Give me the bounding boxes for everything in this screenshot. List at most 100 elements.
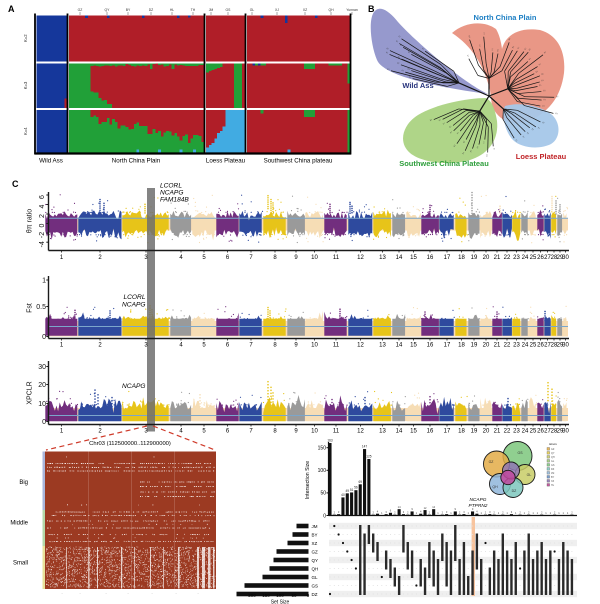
svg-text:Yunnan: Yunnan bbox=[346, 8, 358, 12]
svg-text:25: 25 bbox=[530, 343, 537, 349]
svg-text:·: · bbox=[175, 591, 176, 596]
svg-text:17: 17 bbox=[444, 255, 451, 261]
svg-text:1: 1 bbox=[563, 511, 565, 515]
svg-text:BY: BY bbox=[312, 532, 318, 537]
svg-text:ll l: ll l bbox=[466, 55, 469, 58]
svg-text:NCAPG: NCAPG bbox=[160, 190, 183, 197]
svg-text:Loess Plateau: Loess Plateau bbox=[206, 158, 246, 165]
svg-text:11: 11 bbox=[333, 255, 340, 261]
svg-text:1: 1 bbox=[381, 511, 383, 515]
svg-text:0: 0 bbox=[307, 593, 310, 598]
svg-text:1: 1 bbox=[545, 511, 547, 515]
svg-text:200: 200 bbox=[248, 593, 256, 598]
svg-text:1: 1 bbox=[42, 277, 46, 284]
svg-text:QH: QH bbox=[551, 456, 555, 459]
svg-text:2: 2 bbox=[493, 510, 495, 514]
svg-text:9: 9 bbox=[294, 255, 298, 261]
svg-text:14: 14 bbox=[396, 255, 403, 261]
svg-text:ll l: ll l bbox=[537, 127, 540, 130]
svg-text:·: · bbox=[61, 591, 62, 596]
svg-text:DZ: DZ bbox=[551, 468, 555, 471]
svg-text:ll l: ll l bbox=[421, 48, 424, 51]
svg-text:3: 3 bbox=[446, 510, 448, 514]
svg-text:ll l: ll l bbox=[531, 128, 534, 131]
svg-text:4: 4 bbox=[377, 509, 379, 513]
svg-text:ll l: ll l bbox=[409, 77, 412, 79]
svg-text:·: · bbox=[151, 591, 152, 596]
svg-text:K=2: K=2 bbox=[23, 34, 28, 42]
svg-text:ll l: ll l bbox=[539, 63, 542, 66]
svg-text:16: 16 bbox=[427, 343, 434, 349]
svg-text:1: 1 bbox=[60, 343, 64, 349]
svg-text:150: 150 bbox=[262, 593, 270, 598]
svg-text:2: 2 bbox=[98, 343, 102, 349]
svg-text:QY: QY bbox=[105, 8, 111, 12]
svg-text:17: 17 bbox=[444, 429, 451, 435]
svg-text:ll l: ll l bbox=[387, 69, 390, 72]
svg-text:16: 16 bbox=[427, 255, 434, 261]
svg-text:ll l: ll l bbox=[439, 119, 442, 122]
svg-text:1: 1 bbox=[515, 511, 517, 515]
svg-text:1: 1 bbox=[480, 511, 482, 515]
svg-text:ll l: ll l bbox=[529, 58, 532, 61]
svg-text:1: 1 bbox=[567, 511, 569, 515]
svg-text:GS: GS bbox=[551, 464, 555, 467]
svg-text:2: 2 bbox=[39, 214, 46, 218]
svg-text:Southwest China plateau: Southwest China plateau bbox=[264, 158, 333, 165]
svg-text:26: 26 bbox=[537, 429, 544, 435]
svg-text:ll l: ll l bbox=[457, 132, 460, 135]
svg-text:ll l: ll l bbox=[478, 45, 480, 48]
svg-text:3: 3 bbox=[489, 510, 491, 514]
svg-text:29: 29 bbox=[557, 429, 564, 435]
svg-text:20: 20 bbox=[38, 382, 46, 389]
svg-text:ll l: ll l bbox=[544, 99, 547, 101]
svg-text:ll l: ll l bbox=[512, 46, 515, 49]
svg-text:·: · bbox=[197, 591, 198, 596]
svg-text:22: 22 bbox=[504, 343, 511, 349]
svg-text:ll l: ll l bbox=[401, 70, 404, 73]
svg-text:GS: GS bbox=[517, 451, 523, 455]
svg-text:HL: HL bbox=[170, 8, 174, 12]
svg-text:1: 1 bbox=[450, 511, 452, 515]
svg-text:2: 2 bbox=[334, 510, 336, 514]
svg-text:ll l: ll l bbox=[529, 48, 532, 51]
svg-text:18: 18 bbox=[458, 429, 465, 435]
svg-text:23: 23 bbox=[513, 255, 520, 261]
svg-text:5: 5 bbox=[202, 255, 206, 261]
svg-text:2: 2 bbox=[528, 510, 530, 514]
svg-text:2: 2 bbox=[502, 510, 504, 514]
svg-text:2: 2 bbox=[571, 510, 573, 514]
svg-text:ll l: ll l bbox=[463, 152, 466, 155]
svg-text:GZ: GZ bbox=[78, 8, 83, 12]
svg-text:1: 1 bbox=[532, 511, 534, 515]
svg-text:Southwest China Plateau: Southwest China Plateau bbox=[399, 159, 489, 168]
svg-text:ll l: ll l bbox=[542, 122, 545, 125]
svg-text:28: 28 bbox=[551, 429, 558, 435]
svg-text:GL: GL bbox=[312, 575, 319, 580]
svg-text:1: 1 bbox=[558, 511, 560, 515]
svg-text:51: 51 bbox=[350, 488, 354, 492]
svg-text:GZ: GZ bbox=[312, 549, 319, 554]
svg-text:23: 23 bbox=[513, 343, 520, 349]
svg-text:0: 0 bbox=[42, 334, 46, 341]
svg-text:K=4: K=4 bbox=[23, 127, 28, 135]
svg-text:30: 30 bbox=[38, 364, 46, 371]
svg-text:27: 27 bbox=[544, 255, 551, 261]
svg-text:2: 2 bbox=[442, 510, 444, 514]
svg-text:1: 1 bbox=[537, 511, 539, 515]
svg-text:21: 21 bbox=[494, 343, 501, 349]
svg-text:28: 28 bbox=[551, 255, 558, 261]
svg-text:GL: GL bbox=[250, 8, 255, 12]
svg-text:147: 147 bbox=[362, 445, 368, 449]
svg-text:163: 163 bbox=[327, 439, 333, 443]
svg-text:9: 9 bbox=[472, 507, 474, 511]
svg-text:ll l: ll l bbox=[454, 144, 457, 147]
svg-text:JM: JM bbox=[551, 472, 554, 475]
svg-text:30: 30 bbox=[562, 255, 569, 261]
svg-text:XZ: XZ bbox=[303, 8, 307, 12]
svg-text:19: 19 bbox=[471, 255, 478, 261]
svg-text:2: 2 bbox=[98, 255, 102, 261]
svg-text:10: 10 bbox=[311, 429, 318, 435]
svg-text:ll l: ll l bbox=[470, 150, 473, 153]
svg-text:PTPRN2: PTPRN2 bbox=[469, 503, 488, 509]
